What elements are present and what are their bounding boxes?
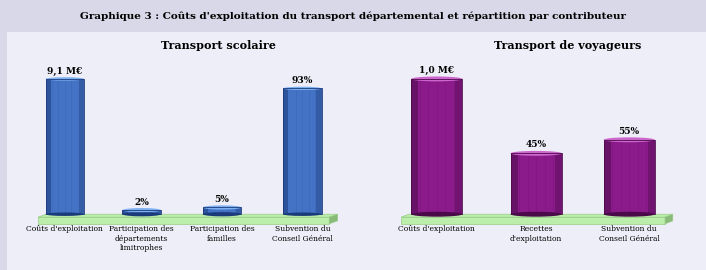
Polygon shape: [629, 140, 630, 214]
Polygon shape: [78, 79, 84, 214]
Polygon shape: [455, 79, 462, 214]
Ellipse shape: [283, 212, 321, 216]
Polygon shape: [65, 79, 66, 214]
Polygon shape: [316, 88, 321, 214]
Polygon shape: [510, 153, 517, 214]
Polygon shape: [638, 140, 639, 214]
Polygon shape: [621, 140, 622, 214]
Ellipse shape: [604, 137, 654, 142]
Text: 45%: 45%: [525, 140, 546, 149]
Polygon shape: [129, 210, 130, 214]
Polygon shape: [236, 207, 241, 214]
Polygon shape: [123, 210, 161, 214]
Polygon shape: [329, 214, 337, 224]
Polygon shape: [46, 79, 84, 214]
Polygon shape: [554, 153, 562, 214]
Ellipse shape: [123, 208, 161, 212]
Text: Graphique 3 : Coûts d'exploitation du transport départemental et répartition par: Graphique 3 : Coûts d'exploitation du tr…: [80, 11, 626, 21]
Polygon shape: [604, 140, 654, 214]
Text: Coûts d'exploitation: Coûts d'exploitation: [398, 225, 475, 234]
Polygon shape: [604, 140, 611, 214]
Polygon shape: [142, 210, 143, 214]
Polygon shape: [510, 153, 562, 214]
Polygon shape: [527, 153, 529, 214]
Text: 55%: 55%: [618, 127, 640, 136]
Polygon shape: [38, 217, 329, 224]
Text: Participation des
familles: Participation des familles: [190, 225, 254, 243]
Polygon shape: [148, 210, 149, 214]
Polygon shape: [401, 217, 665, 224]
Polygon shape: [71, 79, 72, 214]
Polygon shape: [215, 207, 217, 214]
Polygon shape: [647, 140, 654, 214]
Polygon shape: [209, 207, 210, 214]
Text: 93%: 93%: [292, 76, 313, 85]
Text: 1,0 M€: 1,0 M€: [419, 66, 455, 75]
Text: Coûts d'exploitation: Coûts d'exploitation: [26, 225, 103, 234]
Polygon shape: [437, 79, 438, 214]
Polygon shape: [302, 88, 303, 214]
Ellipse shape: [46, 212, 84, 216]
Polygon shape: [401, 214, 673, 217]
Polygon shape: [646, 140, 647, 214]
Ellipse shape: [510, 212, 562, 217]
Ellipse shape: [203, 212, 241, 216]
Polygon shape: [46, 79, 51, 214]
Polygon shape: [52, 79, 53, 214]
Polygon shape: [203, 207, 208, 214]
Text: Subvention du
Conseil Général: Subvention du Conseil Général: [599, 225, 659, 243]
Text: Transport de voyageurs: Transport de voyageurs: [494, 39, 641, 50]
Ellipse shape: [283, 87, 321, 90]
Ellipse shape: [46, 77, 84, 81]
Ellipse shape: [604, 212, 654, 217]
Polygon shape: [155, 210, 161, 214]
Polygon shape: [283, 88, 321, 214]
Polygon shape: [235, 207, 236, 214]
Text: Recettes
d'exploitation: Recettes d'exploitation: [510, 225, 562, 243]
Polygon shape: [296, 88, 297, 214]
Polygon shape: [412, 79, 462, 214]
Text: Participation des
départements
limitrophes: Participation des départements limitroph…: [109, 225, 174, 252]
Polygon shape: [420, 79, 421, 214]
Polygon shape: [412, 79, 419, 214]
Ellipse shape: [123, 212, 161, 216]
Polygon shape: [454, 79, 455, 214]
Polygon shape: [38, 214, 337, 217]
Polygon shape: [665, 214, 673, 224]
Polygon shape: [222, 207, 223, 214]
Text: 9,1 M€: 9,1 M€: [47, 67, 83, 76]
Ellipse shape: [510, 151, 562, 156]
Polygon shape: [283, 88, 289, 214]
Ellipse shape: [203, 205, 241, 210]
Ellipse shape: [412, 76, 462, 81]
Polygon shape: [519, 153, 520, 214]
Text: 5%: 5%: [215, 195, 229, 204]
Text: 2%: 2%: [134, 198, 149, 207]
Polygon shape: [544, 153, 546, 214]
Polygon shape: [289, 88, 290, 214]
Polygon shape: [203, 207, 241, 214]
Polygon shape: [536, 153, 537, 214]
Ellipse shape: [412, 212, 462, 217]
Polygon shape: [123, 210, 128, 214]
Polygon shape: [315, 88, 316, 214]
Text: Subvention du
Conseil Général: Subvention du Conseil Général: [272, 225, 333, 243]
Polygon shape: [445, 79, 446, 214]
Text: Transport scolaire: Transport scolaire: [162, 39, 276, 50]
Polygon shape: [612, 140, 614, 214]
